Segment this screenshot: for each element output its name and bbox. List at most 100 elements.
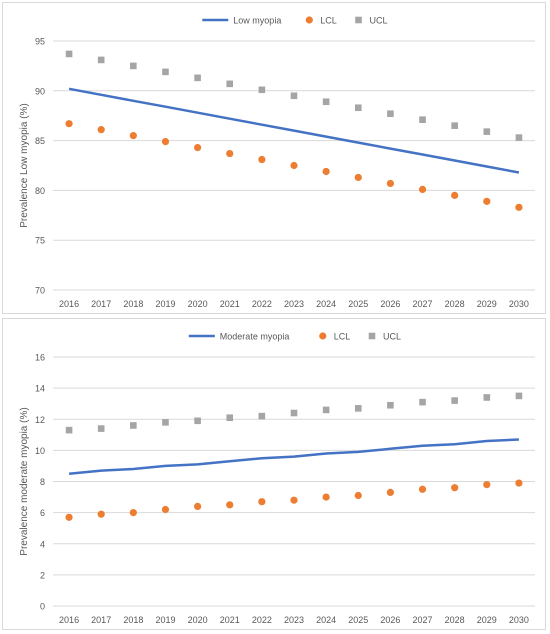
ucl-point: [194, 74, 201, 82]
lcl-point: [451, 484, 459, 492]
x-tick-label: 2024: [316, 299, 336, 309]
x-tick-label: 2027: [413, 615, 433, 625]
x-tick-label: 2020: [188, 615, 208, 625]
lcl-point: [258, 498, 266, 506]
ucl-point: [97, 56, 105, 64]
legend-square-swatch: [368, 332, 376, 340]
x-tick-label: 2028: [445, 299, 465, 309]
legend-label: Moderate myopia: [220, 331, 290, 341]
ucl-point: [130, 62, 137, 70]
ucl-point: [483, 128, 491, 135]
ucl-point: [194, 417, 201, 425]
ucl-point: [290, 92, 298, 100]
x-tick-label: 2018: [123, 299, 143, 309]
series-line-0: [68, 438, 519, 475]
lcl-point: [161, 505, 170, 514]
x-tick-label: 2025: [348, 615, 368, 625]
series-line-0: [68, 87, 520, 174]
x-tick-label: 2021: [220, 299, 240, 309]
x-tick-label: 2018: [123, 615, 143, 625]
lcl-point: [483, 481, 491, 489]
ucl-point: [387, 110, 394, 118]
ucl-point: [258, 86, 266, 94]
x-tick-label: 2019: [155, 299, 175, 309]
lcl-point: [161, 137, 170, 146]
y-tick-label: 75: [35, 236, 45, 246]
ucl-point: [97, 425, 105, 432]
lcl-point: [322, 167, 330, 176]
lcl-point: [290, 161, 298, 170]
ucl-point: [290, 409, 298, 417]
ucl-point: [451, 397, 458, 404]
lcl-point: [65, 120, 73, 128]
x-tick-label: 2023: [284, 299, 304, 309]
y-tick-label: 10: [35, 446, 45, 456]
y-tick-label: 14: [35, 384, 45, 394]
x-tick-label: 2029: [477, 299, 497, 309]
y-tick-label: 8: [40, 477, 45, 487]
lcl-point: [226, 501, 234, 509]
legend-circle-swatch: [305, 16, 313, 24]
ucl-point: [419, 116, 426, 123]
ucl-point: [130, 422, 137, 429]
lcl-point: [483, 197, 491, 205]
lcl-point: [354, 491, 362, 500]
low-myopia-chart-panel: 70 75 80 85 90 95 2016 2017 2018 2019 2020 2021 2022…: [2, 2, 546, 314]
ucl-point: [354, 405, 362, 412]
lcl-point: [322, 493, 330, 501]
legend-label: UCL: [383, 331, 401, 341]
x-tick-label: 2020: [188, 299, 208, 309]
ucl-point: [322, 406, 330, 414]
y-axis-title: Prevalence Low myopia (%): [19, 103, 30, 228]
x-tick-label: 2029: [477, 615, 497, 625]
legend-label: LCL: [320, 15, 337, 25]
legend-label: LCL: [334, 331, 351, 341]
ucl-point: [322, 98, 330, 106]
lcl-point: [97, 126, 105, 134]
ucl-point: [226, 80, 234, 88]
lcl-point: [290, 496, 298, 504]
lcl-point: [258, 155, 266, 164]
x-tick-label: 2019: [155, 615, 175, 625]
y-axis-title: Prevalence moderate myopia (%): [19, 407, 30, 555]
y-tick-label: 95: [35, 37, 45, 47]
moderate-myopia-chart-panel: 0 2 4 6 8 10 12 14 16 2016 2017 2018 2019 2020 2021 202…: [2, 318, 546, 630]
ucl-point: [226, 414, 234, 421]
y-tick-label: 90: [35, 86, 45, 96]
lcl-point: [418, 485, 427, 493]
x-tick-label: 2016: [59, 615, 79, 625]
lcl-point: [515, 479, 523, 487]
lcl-point: [194, 143, 202, 152]
y-tick-label: 0: [40, 602, 45, 612]
x-tick-label: 2017: [91, 615, 111, 625]
x-tick-label: 2026: [380, 299, 400, 309]
x-tick-label: 2022: [252, 615, 272, 625]
ucl-point: [515, 134, 523, 141]
lcl-point: [515, 203, 523, 211]
ucl-point: [354, 104, 362, 112]
x-tick-label: 2027: [413, 299, 433, 309]
ucl-point: [451, 122, 458, 129]
y-tick-label: 80: [35, 186, 45, 196]
y-tick-label: 4: [40, 539, 45, 549]
ucl-point: [419, 398, 426, 406]
x-tick-label: 2030: [509, 615, 529, 625]
moderate-myopia-chart: 0 2 4 6 8 10 12 14 16 2016 2017 2018 2019 2020 2021 202…: [19, 331, 535, 625]
y-tick-label: 2: [40, 570, 45, 580]
lcl-point: [386, 488, 394, 496]
x-tick-label: 2024: [316, 615, 336, 625]
ucl-point: [65, 50, 73, 58]
lcl-point: [354, 173, 362, 182]
legend-square-swatch: [355, 16, 362, 24]
lcl-point: [65, 513, 73, 521]
x-tick-label: 2026: [380, 615, 400, 625]
lcl-point: [129, 509, 137, 517]
lcl-point: [97, 510, 105, 518]
x-tick-label: 2023: [284, 615, 304, 625]
y-tick-label: 85: [35, 136, 45, 146]
legend-circle-swatch: [319, 332, 327, 340]
legend-label: Low myopia: [233, 15, 281, 25]
lcl-point: [194, 502, 202, 510]
lcl-point: [226, 149, 234, 158]
ucl-point: [258, 412, 266, 420]
